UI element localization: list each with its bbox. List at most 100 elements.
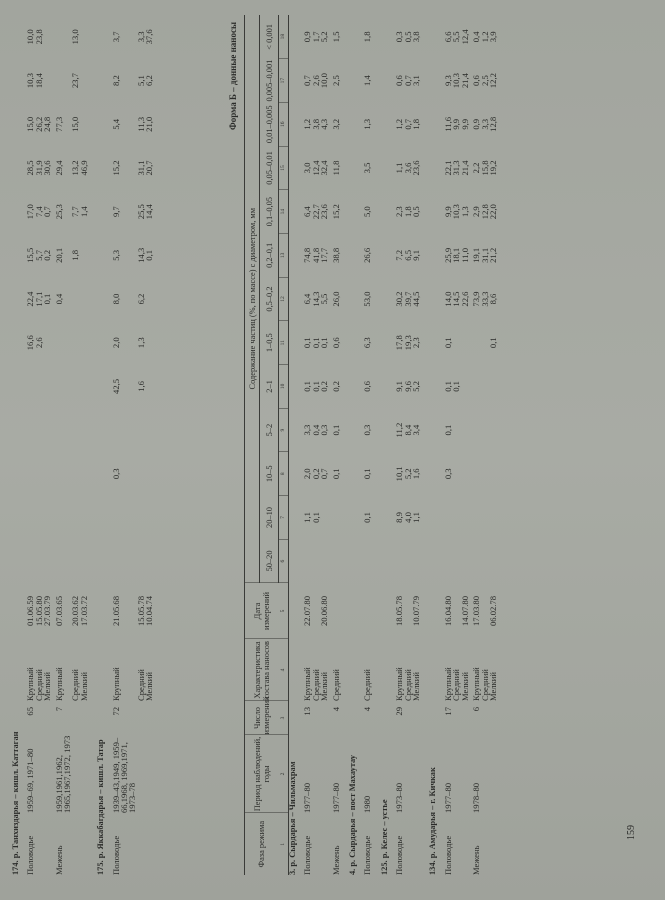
- value-cell: 77,3: [53, 116, 64, 132]
- value-cell: [80, 321, 88, 365]
- period-cell: [35, 735, 43, 813]
- value-cell: 0,1: [319, 337, 330, 349]
- period-cell: 1959–69, 1971–80: [25, 748, 36, 813]
- value-cell: 38,8: [330, 247, 341, 263]
- value-cell: 0,5: [411, 206, 422, 218]
- value-cell: [80, 15, 88, 59]
- value-cell: 23,6: [319, 204, 330, 220]
- value-cell: [469, 365, 480, 409]
- value-cell: 0,1: [487, 337, 498, 349]
- value-cell: 0,9: [471, 118, 482, 130]
- date-cell: 17.03.72: [78, 595, 89, 627]
- phase-cell: [320, 813, 328, 875]
- station-title: 174. р. Танхиздарья – кишл. Каттаган: [11, 731, 20, 875]
- value-cell: 8,2: [110, 75, 121, 86]
- period-cell: [461, 735, 469, 813]
- value-cell: 44,5: [411, 291, 422, 307]
- value-cell: [80, 539, 88, 583]
- value-cell: [35, 365, 43, 409]
- value-cell: [137, 496, 145, 540]
- period-cell: [481, 735, 489, 813]
- station-title: 175. р. Яккабагдарья – кишл. Татар: [96, 739, 106, 875]
- phase-cell: Межень: [330, 845, 341, 876]
- value-cell: 3,4: [411, 424, 422, 436]
- table-row: Мелкий 17.03.72 1,4 46,9: [78, 15, 89, 875]
- table-header: Фаза режима Период наблюдений, годы Числ…: [244, 15, 289, 875]
- value-cell: 0,6: [362, 381, 373, 392]
- value-cell: 42,5: [110, 378, 121, 394]
- value-cell: 5,4: [110, 118, 121, 130]
- count-cell: [145, 701, 153, 735]
- value-cell: 2,6: [33, 337, 44, 349]
- value-cell: [145, 539, 153, 583]
- count-cell: [412, 701, 420, 735]
- count-cell: 7: [53, 707, 64, 712]
- value-cell: 0,3: [442, 468, 453, 480]
- value-cell: [137, 408, 145, 452]
- value-cell: 21,4: [459, 160, 470, 176]
- station-title: 3. р. Сырдарья – Чильмахрам: [288, 761, 297, 875]
- value-cell: [112, 496, 137, 540]
- column-number: 1: [278, 813, 289, 875]
- date-cell: 06.02.78: [487, 595, 498, 627]
- value-cell: 5,5: [319, 293, 330, 305]
- value-cell: [395, 539, 403, 583]
- value-cell: [461, 408, 469, 452]
- value-cell: [329, 539, 340, 583]
- value-cell: [412, 539, 420, 583]
- value-cell: [145, 365, 153, 409]
- value-cell: [112, 539, 137, 583]
- value-cell: 17,7: [319, 247, 330, 263]
- value-cell: 20,7: [144, 160, 155, 176]
- value-cell: 1,5: [330, 31, 341, 43]
- value-cell: [137, 452, 145, 496]
- value-cell: 5,2: [319, 31, 330, 43]
- characteristic-cell: Мелкий: [42, 671, 53, 701]
- value-cell: 12,4: [459, 29, 470, 45]
- column-number: 18: [278, 15, 289, 59]
- page-number: 159: [626, 825, 637, 840]
- value-cell: 1,1: [411, 512, 422, 523]
- count-cell: [452, 701, 460, 735]
- value-cell: [26, 496, 34, 540]
- value-cell: 0,3: [362, 424, 373, 436]
- value-cell: [461, 452, 469, 496]
- value-cell: 0,2: [319, 381, 330, 392]
- column-number: 12: [278, 277, 289, 321]
- value-cell: [80, 452, 88, 496]
- station-title: 4. р. Сырдарья – пост Махаутау: [348, 755, 358, 875]
- phase-cell: Половодье: [362, 835, 373, 875]
- value-cell: 21,0: [144, 116, 155, 132]
- header-range: 0,005–0,001: [259, 58, 279, 103]
- value-cell: [145, 321, 153, 365]
- table-row: Мелкий 10.04.74 0,1 14,4 20,7 21,0 6,2 37,6: [144, 15, 155, 875]
- phase-cell: Половодье: [442, 835, 453, 875]
- table-row: Средний 15.05.80 2,6 17,1 5,7 7,4 31,9 26,2 18,4…: [33, 15, 44, 875]
- value-cell: [145, 496, 153, 540]
- value-cell: 1,8: [411, 118, 422, 130]
- value-cell: 0,1: [442, 424, 453, 436]
- phase-cell: [461, 813, 469, 875]
- period-cell: 1978–80: [471, 782, 482, 813]
- column-number: 5: [278, 583, 289, 639]
- continued-table: 174. р. Танхиздарья – кишл. Каттаган Поло…: [11, 15, 155, 875]
- value-cell: [461, 539, 469, 583]
- header-range: 0,01–0,005: [259, 102, 279, 147]
- value-cell: [444, 539, 452, 583]
- characteristic-cell: Средний: [362, 669, 373, 701]
- value-cell: 1,4: [362, 75, 373, 86]
- value-cell: 22,6: [459, 291, 470, 307]
- value-cell: [80, 59, 88, 103]
- value-cell: 0,2: [330, 381, 341, 392]
- period-cell: [43, 735, 51, 813]
- count-cell: [71, 701, 79, 735]
- value-cell: [71, 452, 79, 496]
- value-cell: [320, 496, 328, 540]
- value-cell: [71, 408, 79, 452]
- header-date: Дата измерений: [244, 583, 279, 639]
- phase-cell: Половодье: [302, 835, 313, 875]
- value-cell: 11,0: [459, 247, 470, 263]
- value-cell: [43, 59, 51, 103]
- station-title-row: 4. р. Сырдарья – пост Махаутау: [340, 15, 363, 875]
- value-cell: 0,1: [442, 337, 453, 349]
